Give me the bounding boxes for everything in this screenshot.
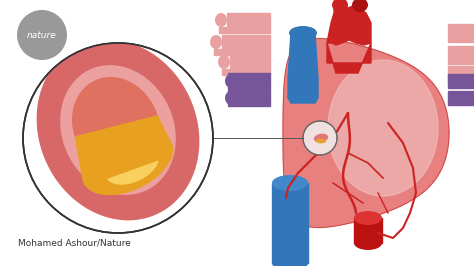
Ellipse shape — [354, 211, 382, 225]
Polygon shape — [108, 161, 158, 184]
Circle shape — [303, 121, 337, 155]
Ellipse shape — [316, 139, 326, 143]
Ellipse shape — [272, 255, 308, 266]
Ellipse shape — [289, 26, 317, 40]
Polygon shape — [327, 5, 371, 45]
Circle shape — [23, 43, 213, 233]
Text: Mohamed Ashour/Nature: Mohamed Ashour/Nature — [18, 239, 131, 248]
Ellipse shape — [218, 55, 230, 69]
Ellipse shape — [210, 35, 222, 49]
Polygon shape — [272, 183, 308, 263]
Polygon shape — [75, 116, 173, 194]
Polygon shape — [448, 91, 474, 105]
Polygon shape — [61, 66, 175, 194]
Polygon shape — [73, 78, 160, 175]
Polygon shape — [328, 60, 438, 196]
Polygon shape — [448, 46, 474, 64]
Polygon shape — [327, 43, 371, 73]
Ellipse shape — [314, 134, 328, 142]
Ellipse shape — [215, 13, 227, 27]
Polygon shape — [228, 73, 270, 89]
Ellipse shape — [332, 0, 348, 12]
Ellipse shape — [225, 74, 235, 88]
Ellipse shape — [272, 175, 308, 191]
Polygon shape — [283, 39, 449, 227]
Polygon shape — [219, 13, 270, 33]
Ellipse shape — [225, 92, 235, 105]
Text: nature: nature — [27, 31, 57, 39]
Polygon shape — [37, 40, 199, 220]
Ellipse shape — [354, 236, 382, 250]
Ellipse shape — [352, 0, 368, 12]
Polygon shape — [214, 35, 270, 55]
Polygon shape — [448, 24, 474, 42]
Polygon shape — [228, 90, 270, 106]
Polygon shape — [448, 66, 474, 84]
Polygon shape — [288, 33, 318, 103]
Circle shape — [17, 10, 67, 60]
Polygon shape — [222, 55, 270, 75]
Polygon shape — [354, 218, 382, 243]
Polygon shape — [448, 74, 474, 88]
